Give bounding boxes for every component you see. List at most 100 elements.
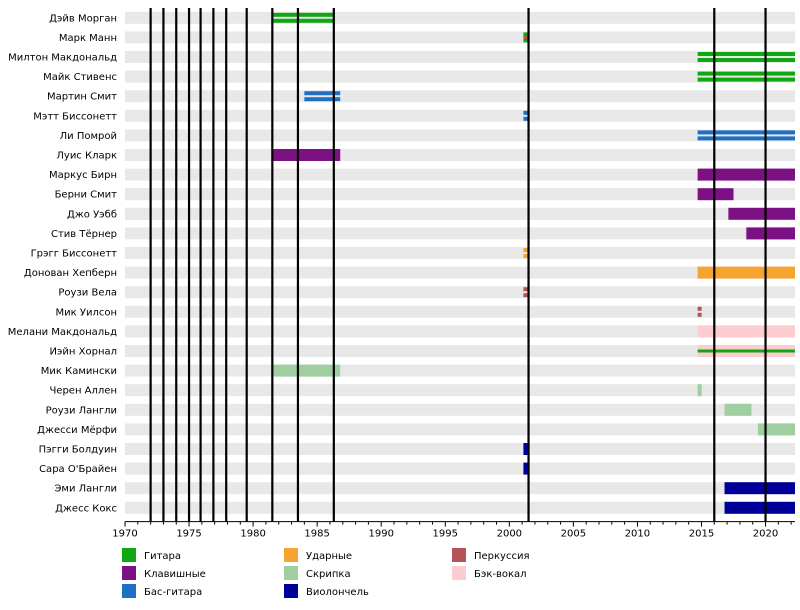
membership-bar [523, 443, 529, 455]
member-label: Пэгги Болдуин [39, 445, 117, 456]
legend-swatch-drums [284, 548, 298, 562]
member-label: Донован Хепберн [24, 268, 117, 279]
row-background [125, 266, 795, 279]
legend: Гитара Клавишные Бас-гитара Ударные Скрипка В… [122, 548, 530, 598]
legend-swatch-backing [452, 566, 466, 580]
membership-bar [272, 12, 334, 17]
membership-bar [746, 227, 795, 240]
member-label: Маркус Бирн [49, 170, 117, 181]
legend-swatch-bass [122, 584, 136, 598]
membership-bar [697, 266, 795, 279]
membership-bar [523, 32, 529, 37]
legend-label-keys: Клавишные [144, 569, 206, 580]
member-label: Черен Аллен [49, 386, 117, 397]
membership-bar [697, 136, 795, 141]
membership-bar [272, 149, 341, 161]
membership-bar [757, 423, 795, 436]
member-rows: Дэйв Морган Марк Манн Милтон Макдональд Май… [8, 11, 795, 514]
row-background [125, 51, 795, 63]
row-background [125, 109, 795, 122]
legend-label-cello: Виолончель [306, 587, 369, 598]
x-tick-label: 2020 [753, 529, 778, 540]
row-background [125, 423, 795, 436]
legend-swatch-cello [284, 584, 298, 598]
x-tick-label: 1975 [176, 529, 201, 540]
legend-swatch-keys [122, 566, 136, 580]
membership-bar [697, 384, 702, 397]
membership-bar [697, 349, 795, 353]
row-background [125, 31, 795, 44]
membership-bar [728, 207, 795, 220]
membership-bar [697, 306, 702, 311]
member-label: Мик Уилсон [56, 307, 117, 318]
membership-bar [697, 58, 795, 62]
x-tick-label: 2000 [497, 529, 522, 540]
legend-label-violin: Скрипка [306, 569, 351, 580]
x-axis: 1970 1975 1980 1985 1990 1995 2000 2005 2010 2015… [112, 521, 795, 540]
legend-label-perc: Перкуссия [474, 551, 530, 562]
row-background [125, 129, 795, 142]
row-background [125, 403, 795, 416]
membership-bar [697, 130, 795, 135]
membership-bar [697, 312, 702, 317]
legend-label-backing: Бэк-вокал [474, 569, 527, 580]
x-tick-label: 1995 [433, 529, 458, 540]
member-label: Ли Помрой [60, 131, 117, 142]
x-tick-label: 1980 [240, 529, 265, 540]
membership-bar [724, 403, 752, 416]
member-label: Джесси Мёрфи [37, 425, 117, 436]
member-label: Мартин Смит [47, 92, 117, 103]
row-background [125, 207, 795, 220]
x-tick-label: 2005 [561, 529, 586, 540]
member-label: Джесс Кокс [55, 503, 117, 514]
member-label: Берни Смит [55, 190, 118, 201]
row-background [125, 501, 795, 514]
event-lines [149, 8, 767, 522]
membership-bar [523, 462, 529, 475]
legend-swatch-perc [452, 548, 466, 562]
row-background [125, 286, 795, 299]
member-label: Грэгг Биссонетт [31, 249, 118, 260]
member-label: Роузи Лангли [46, 405, 117, 416]
row-background [125, 188, 795, 201]
member-label: Майк Стивенс [43, 72, 117, 83]
x-tick-label: 1970 [112, 529, 137, 540]
membership-bar [272, 18, 334, 23]
membership-bar [523, 110, 529, 115]
member-label: Джо Уэбб [67, 209, 117, 220]
member-label: Стив Тёрнер [51, 229, 117, 240]
x-tick-label: 2010 [625, 529, 650, 540]
legend-swatch-violin [284, 566, 298, 580]
member-label: Иэйн Хорнал [49, 347, 117, 358]
row-background [125, 168, 795, 181]
membership-bar [272, 364, 341, 377]
x-tick-label: 1990 [368, 529, 393, 540]
membership-bar [523, 116, 529, 121]
legend-label-bass: Бас-гитара [144, 587, 202, 598]
membership-bar [523, 254, 529, 258]
row-background [125, 11, 795, 24]
member-label: Сара О'Брайен [39, 464, 117, 475]
membership-bar [697, 77, 795, 82]
membership-bar [304, 91, 341, 96]
legend-swatch-guitar [122, 548, 136, 562]
row-background [125, 325, 795, 338]
member-label: Марк Манн [59, 33, 117, 44]
member-label: Роузи Вела [58, 288, 117, 299]
member-label: Дэйв Морган [49, 13, 117, 24]
row-background [125, 305, 795, 318]
member-label: Мэтт Биссонетт [33, 111, 117, 122]
membership-bar [724, 482, 795, 495]
membership-bar [697, 325, 795, 338]
membership-bar [697, 188, 734, 201]
row-background [125, 247, 795, 259]
member-label: Луис Кларк [56, 151, 117, 162]
row-background [125, 70, 795, 83]
membership-bar [523, 35, 529, 39]
membership-bar [724, 501, 795, 514]
membership-bar [523, 293, 529, 298]
row-background [125, 227, 795, 240]
x-tick-label: 1985 [304, 529, 329, 540]
member-label: Милтон Макдональд [8, 53, 117, 64]
